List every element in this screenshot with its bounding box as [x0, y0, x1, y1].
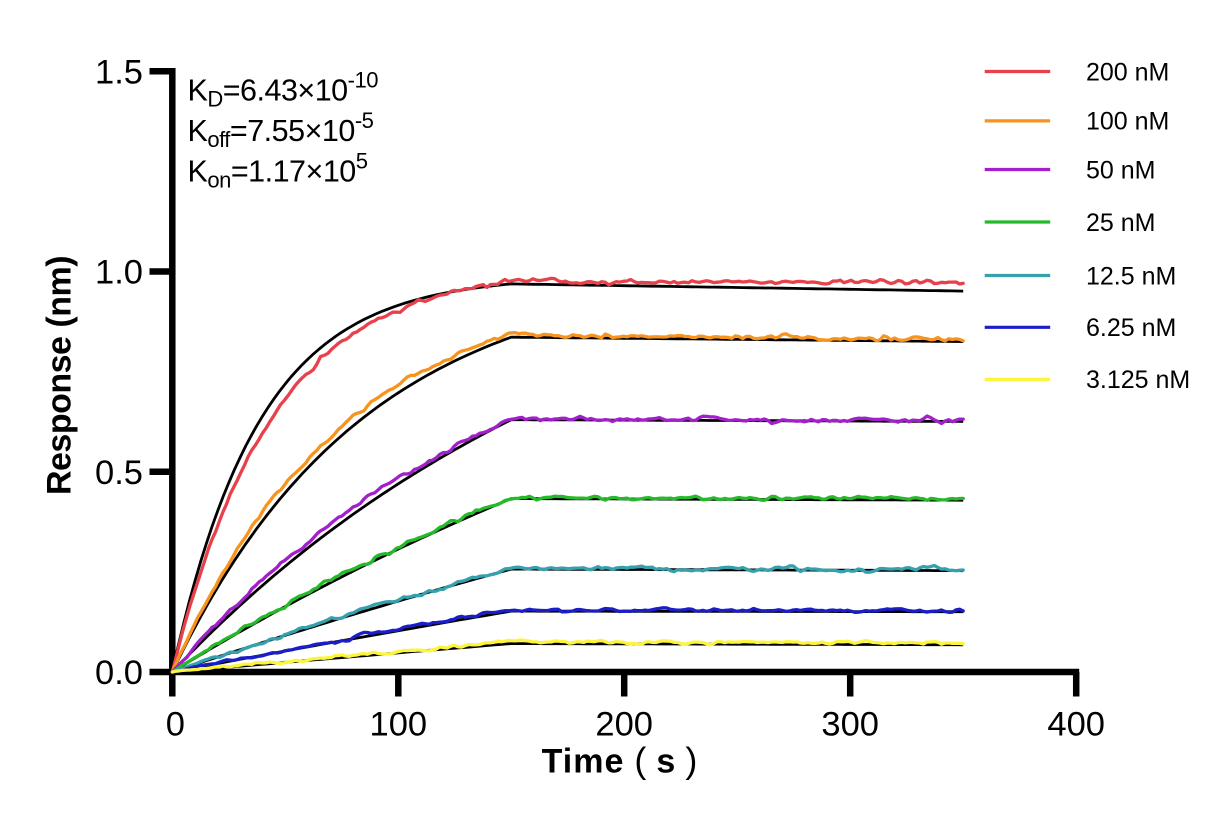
svg-text:12.5 nM: 12.5 nM: [1086, 262, 1176, 290]
svg-text:0.0: 0.0: [95, 654, 143, 692]
svg-text:0.5: 0.5: [95, 454, 143, 492]
svg-text:300: 300: [821, 706, 879, 744]
svg-text:6.25 nM: 6.25 nM: [1086, 314, 1176, 342]
svg-text:Koff=7.55×10-5: Koff=7.55×10-5: [188, 108, 374, 152]
svg-text:200: 200: [595, 706, 653, 744]
svg-text:Response (nm): Response (nm): [41, 256, 79, 495]
svg-text:200 nM: 200 nM: [1086, 58, 1169, 86]
svg-text:0: 0: [166, 706, 185, 744]
svg-text:Time ( s ): Time ( s ): [542, 740, 698, 781]
svg-text:KD=6.43×10-10: KD=6.43×10-10: [188, 67, 379, 111]
svg-text:3.125 nM: 3.125 nM: [1086, 366, 1190, 394]
svg-text:100 nM: 100 nM: [1086, 108, 1169, 136]
svg-text:25 nM: 25 nM: [1086, 209, 1155, 237]
svg-text:50 nM: 50 nM: [1086, 156, 1155, 184]
svg-text:1.0: 1.0: [95, 254, 143, 292]
svg-text:100: 100: [370, 706, 428, 744]
svg-text:1.5: 1.5: [95, 53, 143, 91]
svg-text:400: 400: [1047, 706, 1105, 744]
